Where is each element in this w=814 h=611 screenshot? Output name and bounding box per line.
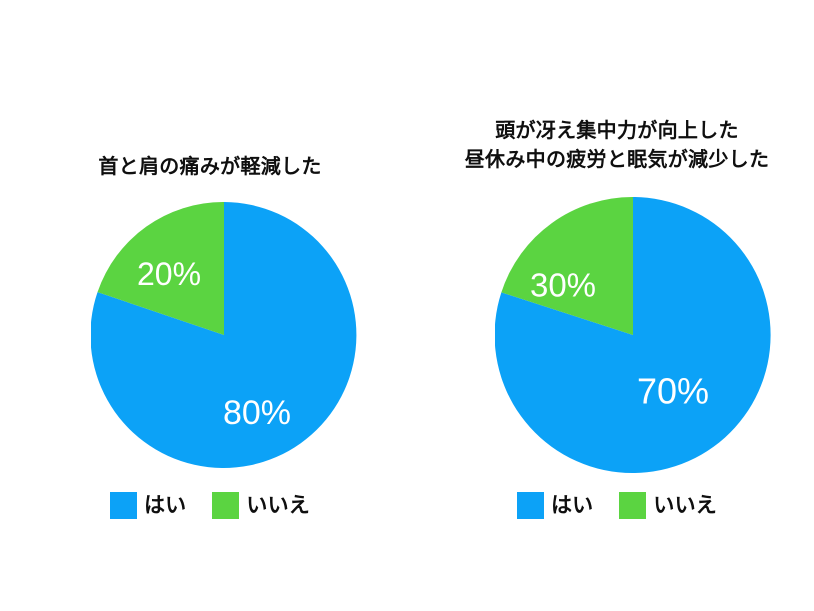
pie-svg-right: 70% 30% [495, 197, 771, 473]
pie-chart-left: 80% 20% [91, 202, 357, 468]
pie-chart-right: 70% 30% [495, 197, 771, 473]
pie-chart-panel-neck-shoulder-pain: 首と肩の痛みが軽減した 80% 20% はい いいえ [0, 156, 420, 519]
legend-swatch-green-icon [212, 492, 240, 519]
pie-slice-label-right-no: 30% [530, 267, 596, 304]
legend-label-left-yes: はい [143, 494, 187, 517]
pie-slice-right-no[interactable] [501, 197, 633, 335]
legend-left: はい いいえ [0, 492, 420, 519]
legend-label-right-no: いいえ [653, 494, 717, 517]
legend-item-right-no[interactable]: いいえ [619, 492, 717, 519]
chart-title-right: 頭が冴え集中力が向上した 昼休み中の疲労と眠気が減少した [464, 120, 770, 171]
legend-swatch-blue-icon [109, 492, 137, 519]
legend-right: はい いいえ [420, 492, 814, 519]
pie-slice-right-yes[interactable] [495, 197, 771, 473]
legend-item-left-no[interactable]: いいえ [212, 492, 310, 519]
pie-slice-left-yes[interactable] [91, 202, 357, 468]
legend-swatch-green-icon [619, 492, 647, 519]
legend-label-left-no: いいえ [246, 494, 310, 517]
pie-slice-label-left-no: 20% [137, 256, 201, 292]
legend-item-left-yes[interactable]: はい [109, 492, 187, 519]
pie-svg-left: 80% 20% [91, 202, 357, 468]
pie-chart-panel-focus-and-fatigue: 頭が冴え集中力が向上した 昼休み中の疲労と眠気が減少した 70% 30% はい … [420, 0, 814, 611]
pie-slice-label-right-yes: 70% [637, 371, 709, 412]
pie-slice-left-no[interactable] [97, 202, 224, 335]
legend-item-right-yes[interactable]: はい [516, 492, 594, 519]
legend-swatch-blue-icon [516, 492, 544, 519]
chart-title-left: 首と肩の痛みが軽減した [98, 156, 322, 178]
pie-slice-label-left-yes: 80% [223, 394, 291, 432]
legend-label-right-yes: はい [550, 494, 594, 517]
